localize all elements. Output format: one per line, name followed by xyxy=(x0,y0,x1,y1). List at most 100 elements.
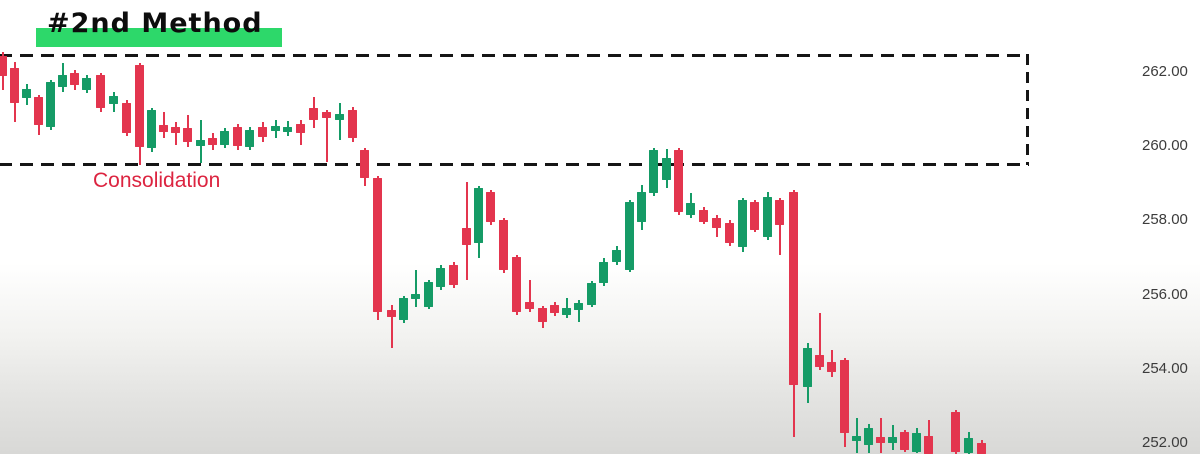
candle-body-down xyxy=(699,210,708,222)
candle-body-up xyxy=(22,89,31,98)
candle-wick xyxy=(175,122,177,146)
candle-body-down xyxy=(725,222,734,244)
candle-body-down xyxy=(159,125,168,133)
candle-body-down xyxy=(373,178,382,313)
candle-body-up xyxy=(335,113,344,120)
candle-body-down xyxy=(789,191,798,386)
candle-body-up xyxy=(196,139,205,146)
candle-body-down xyxy=(34,96,43,126)
candle-body-up xyxy=(888,437,897,443)
candle-body-up xyxy=(46,82,55,127)
candle-body-down xyxy=(387,309,396,317)
price-axis-label: 254.00 xyxy=(1142,359,1188,377)
candle-body-down xyxy=(512,257,521,313)
candle-body-up xyxy=(686,202,695,215)
candle-body-down xyxy=(233,126,242,146)
candle-wick xyxy=(415,270,417,307)
candle-body-down xyxy=(840,359,849,433)
candle-body-up xyxy=(109,96,118,104)
price-axis-label: 262.00 xyxy=(1142,63,1188,80)
candle-body-down xyxy=(309,107,318,120)
candle-body-down xyxy=(348,109,357,139)
candle-body-up xyxy=(612,250,621,262)
candle-wick xyxy=(856,418,858,453)
candle-body-down xyxy=(712,218,721,228)
candle-body-up xyxy=(283,126,292,133)
candle-body-up xyxy=(637,191,646,222)
candle-body-up xyxy=(436,267,445,287)
candle-body-down xyxy=(538,307,547,323)
page-title: #2nd Method xyxy=(47,8,263,39)
candle-body-down xyxy=(525,302,534,310)
candle-body-up xyxy=(411,293,420,300)
candle-body-up xyxy=(625,201,634,271)
candle-body-up xyxy=(852,435,861,442)
candle-wick xyxy=(779,198,781,255)
candle-wick xyxy=(529,280,531,313)
candle-wick xyxy=(391,304,393,349)
candle-body-up xyxy=(474,188,483,244)
candle-body-up xyxy=(220,130,229,146)
candle-body-down xyxy=(486,191,495,222)
candle-body-down xyxy=(171,126,180,133)
candle-body-down xyxy=(10,67,19,104)
candle-body-down xyxy=(750,201,759,231)
candle-body-up xyxy=(245,129,254,147)
candle-body-up xyxy=(424,281,433,307)
candle-body-down xyxy=(815,355,824,367)
candle-body-down xyxy=(827,362,836,373)
candle-body-down xyxy=(135,64,144,147)
candle-wick xyxy=(578,300,580,323)
candle-body-up xyxy=(912,432,921,452)
candle-body-up xyxy=(649,149,658,193)
candle-body-up xyxy=(964,438,973,453)
candle-wick xyxy=(326,109,328,163)
candle-body-down xyxy=(322,112,331,118)
candle-body-down xyxy=(258,126,267,137)
candle-body-up xyxy=(574,303,583,310)
candle-wick xyxy=(880,418,882,453)
consolidation-box-bottom-edge xyxy=(0,162,1029,166)
candle-body-down xyxy=(951,411,960,452)
candle-body-down xyxy=(96,74,105,108)
candle-body-up xyxy=(662,158,671,180)
candle-wick xyxy=(339,103,341,140)
candle-body-down xyxy=(360,149,369,179)
consolidation-box-right-edge xyxy=(1026,53,1029,165)
candle-body-up xyxy=(864,428,873,445)
candle-body-down xyxy=(449,264,458,285)
candle-body-down xyxy=(0,56,7,77)
price-axis-label: 256.00 xyxy=(1142,285,1188,303)
candle-body-down xyxy=(775,199,784,225)
candle-body-down xyxy=(900,431,909,451)
candle-body-down xyxy=(183,128,192,143)
candle-body-up xyxy=(58,74,67,87)
candle-body-down xyxy=(977,443,986,454)
candle-body-up xyxy=(738,199,747,248)
candle-body-down xyxy=(208,138,217,146)
candle-body-down xyxy=(924,435,933,454)
candle-body-up xyxy=(587,283,596,305)
consolidation-box-top-edge xyxy=(0,53,1029,57)
candle-body-down xyxy=(122,103,131,133)
candle-body-up xyxy=(399,297,408,320)
candle-body-up xyxy=(82,77,91,91)
candle-wick xyxy=(819,313,821,370)
candle-body-up xyxy=(599,261,608,284)
price-axis-label: 258.00 xyxy=(1142,211,1188,229)
candle-body-up xyxy=(562,307,571,315)
candle-body-up xyxy=(271,125,280,131)
candle-body-down xyxy=(70,73,79,85)
candle-body-up xyxy=(147,109,156,149)
candle-body-down xyxy=(674,149,683,212)
title-highlight-bar xyxy=(36,28,282,47)
consolidation-label: Consolidation xyxy=(93,169,221,192)
candle-body-down xyxy=(462,227,471,245)
price-axis-label: 252.00 xyxy=(1142,434,1188,451)
candle-body-down xyxy=(550,304,559,314)
candle-body-up xyxy=(803,348,812,387)
price-axis-label: 260.00 xyxy=(1142,137,1188,155)
candle-body-down xyxy=(876,437,885,443)
candle-body-down xyxy=(499,220,508,271)
